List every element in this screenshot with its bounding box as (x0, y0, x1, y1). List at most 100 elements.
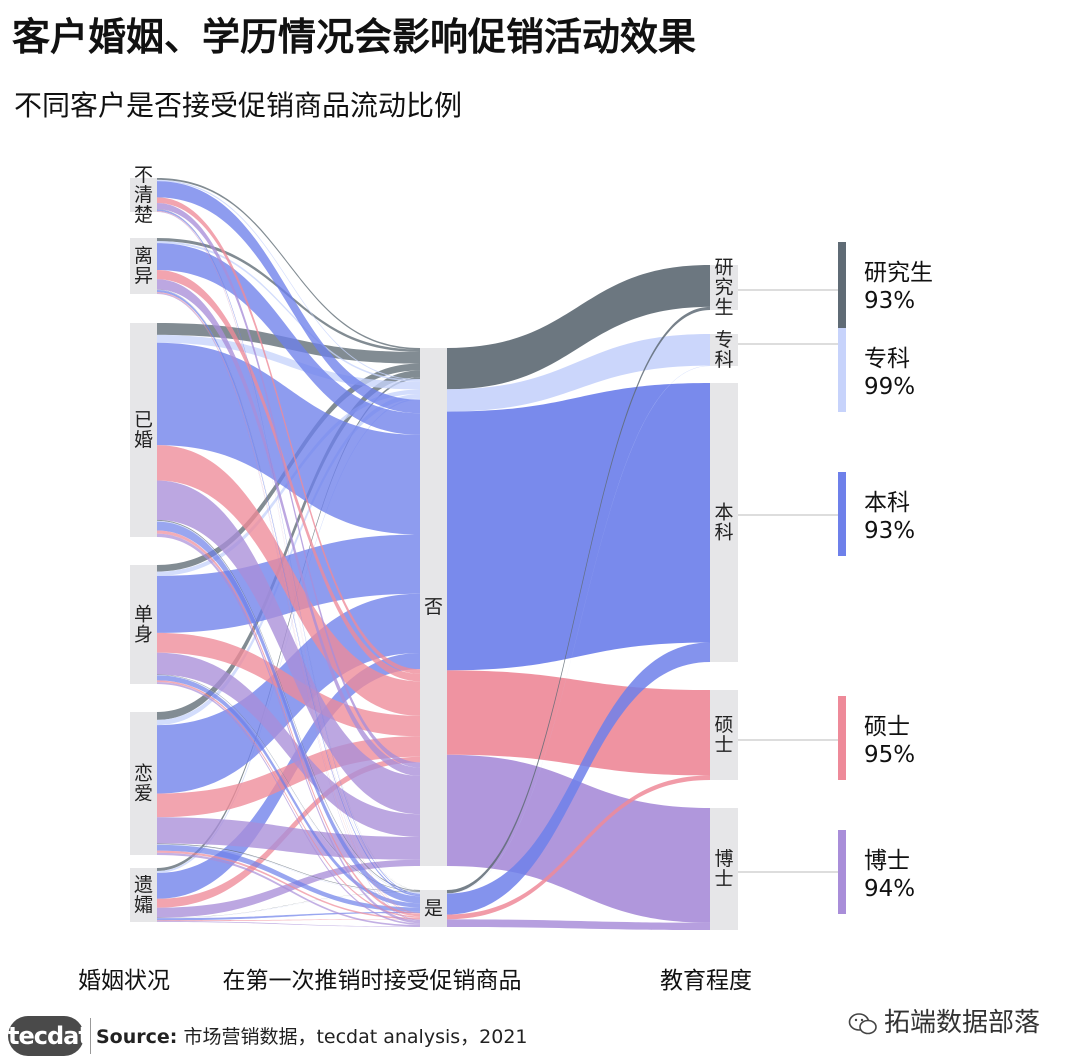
legend-label-5: 博士 (864, 848, 910, 874)
axis-label-3: 教育程度 (660, 968, 752, 994)
flow-单身-是-研究生 (157, 674, 420, 892)
flow-单身-是-本科 (157, 675, 420, 908)
marital-node-1 (130, 178, 157, 212)
flow-已婚-是-专科 (157, 520, 420, 893)
flow-否-专科 (447, 334, 710, 412)
chart-subtitle: 不同客户是否接受促销商品流动比例 (14, 89, 463, 122)
flow-离异-否-硕士 (157, 269, 420, 682)
chart-title: 客户婚姻、学历情况会影响促销活动效果 (12, 15, 697, 59)
flow-遗孀-是-博士 (157, 921, 420, 927)
marital-label-6: 遗 (134, 874, 153, 896)
accept-label-2: 是 (424, 898, 443, 920)
flow-否-研究生 (447, 265, 710, 390)
education-label-3: 科 (714, 521, 733, 543)
marital-label-3: 婚 (134, 429, 153, 451)
flow-遗孀-是-本科 (157, 911, 420, 921)
wechat-watermark: 拓端数据部落 (848, 1002, 1040, 1039)
accept-node-1 (420, 348, 447, 866)
marital-label-2: 异 (134, 265, 153, 287)
education-node-5 (710, 808, 738, 930)
education-label-2: 专 (714, 329, 733, 351)
marital-label-1: 楚 (134, 204, 153, 226)
watermark-text: 拓端数据部落 (884, 1008, 1041, 1038)
legend-value-4: 95% (864, 742, 915, 768)
flow-不清楚-是-博士 (157, 211, 420, 920)
flow-遗孀-否-研究生 (157, 377, 420, 871)
flow-离异-是-本科 (157, 289, 420, 897)
flow-恋爱-否-研究生 (157, 370, 420, 720)
legend-bar-1 (838, 242, 846, 328)
legend-label-1: 研究生 (864, 260, 933, 286)
flow-不清楚-是-研究生 (157, 209, 420, 891)
education-label-1: 研 (714, 257, 733, 279)
education-label-3: 本 (714, 502, 733, 524)
flow-恋爱-否-博士 (157, 817, 420, 860)
flow-否-博士 (447, 754, 710, 923)
flow-离异-是-博士 (157, 293, 420, 921)
flow-否-硕士 (447, 670, 710, 776)
flow-遗孀-是-研究生 (157, 892, 420, 918)
marital-label-6: 孀 (134, 894, 153, 916)
legend-bar-5 (838, 830, 846, 914)
flow-遗孀-是-硕士 (157, 919, 420, 922)
marital-label-1: 不 (134, 164, 153, 186)
marital-label-4: 身 (134, 623, 153, 645)
sankey-chart: 不清楚离异已婚单身恋爱遗孀否是研究生专科本科硕士博士研究生93%专科99%本科9… (78, 164, 933, 994)
flow-遗孀-是-专科 (157, 893, 420, 919)
source-label: Source: (96, 1026, 178, 1048)
axis-label-1: 婚姻状况 (78, 968, 170, 994)
flow-已婚-是-本科 (157, 521, 420, 904)
flow-离异-是-研究生 (157, 289, 420, 891)
flow-恋爱-是-博士 (157, 852, 420, 927)
flow-不清楚-否-专科 (157, 179, 420, 381)
legend-value-2: 99% (864, 374, 915, 400)
marital-node-5 (130, 712, 157, 855)
legend-value-3: 93% (864, 518, 915, 544)
tecdat-logo: tecdat (8, 1016, 90, 1056)
marital-node-4 (130, 565, 157, 684)
flow-否-本科 (447, 383, 710, 671)
marital-node-3 (130, 323, 157, 537)
marital-label-5: 爱 (134, 782, 153, 804)
flow-不清楚-否-硕士 (157, 197, 420, 674)
flow-离异-是-专科 (157, 289, 420, 893)
education-node-3 (710, 383, 738, 662)
flow-已婚-是-研究生 (157, 519, 420, 892)
flow-恋爱-是-硕士 (157, 850, 420, 920)
flow-单身-是-博士 (157, 682, 420, 925)
marital-label-4: 单 (134, 604, 153, 626)
legend-value-5: 94% (864, 876, 915, 902)
education-node-2 (710, 334, 738, 366)
flow-已婚-否-博士 (157, 480, 420, 815)
education-label-1: 究 (714, 277, 733, 299)
flow-恋爱-是-研究生 (157, 843, 420, 893)
flow-离异-否-专科 (157, 241, 420, 382)
flow-离异-是-硕士 (157, 292, 420, 914)
legend-label-3: 本科 (864, 490, 910, 516)
education-label-5: 博 (714, 848, 733, 870)
source-text: 市场营销数据，tecdat analysis，2021 (183, 1026, 528, 1048)
footer-divider (90, 1018, 91, 1054)
wechat-icon (848, 1012, 877, 1034)
education-node-4 (710, 690, 738, 780)
legend-value-1: 93% (864, 288, 915, 314)
flow-已婚-是-硕士 (157, 530, 420, 917)
flow-已婚-否-本科 (157, 342, 420, 535)
marital-label-1: 清 (134, 184, 153, 206)
marital-node-6 (130, 868, 157, 922)
flow-单身-是-硕士 (157, 680, 420, 918)
education-label-4: 硕 (714, 714, 733, 736)
education-node-1 (710, 265, 738, 310)
flow-离异-否-博士 (157, 279, 420, 776)
education-label-5: 士 (714, 868, 733, 890)
education-label-1: 生 (714, 296, 733, 318)
flow-单身-否-硕士 (157, 632, 420, 737)
flow-是-博士 (447, 919, 710, 930)
axis-label-2: 在第一次推销时接受促销商品 (223, 968, 522, 994)
legend-bar-4 (838, 696, 846, 780)
accept-label-1: 否 (424, 596, 443, 618)
flow-已婚-否-硕士 (157, 445, 420, 716)
education-label-2: 科 (714, 349, 733, 371)
marital-label-2: 离 (134, 245, 153, 267)
flow-恋爱-是-专科 (157, 844, 420, 894)
